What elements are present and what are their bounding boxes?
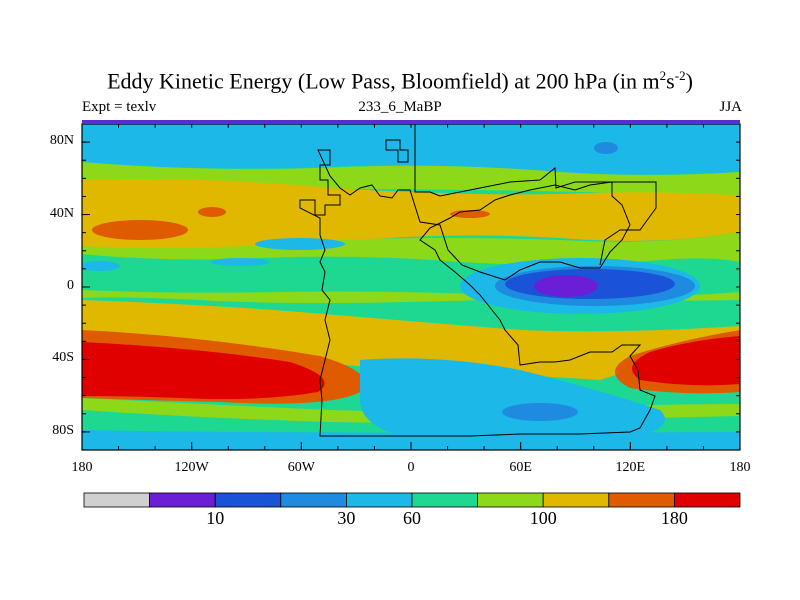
- colorbar-label: 10: [206, 508, 225, 528]
- colorbar-swatch: [674, 492, 741, 508]
- experiment-label: Expt = texlv: [82, 99, 157, 115]
- x-tick-label: 180: [71, 460, 93, 475]
- field-jet-yellow: [82, 179, 740, 251]
- field-south-red-west: [82, 342, 325, 400]
- y-tick-label: 40S: [52, 350, 74, 366]
- colorbar-swatch: [149, 492, 216, 508]
- x-tick-label: 120W: [174, 460, 209, 475]
- center-label: 233_6_MaBP: [358, 99, 442, 115]
- colorbar-swatch: [608, 492, 675, 508]
- colorbar-label: 60: [403, 508, 421, 528]
- colorbar-swatch: [83, 492, 150, 508]
- colorbar-label: 30: [337, 508, 356, 528]
- x-tick-label: 60E: [509, 460, 532, 475]
- field-north-cyan: [82, 124, 740, 175]
- field-north-blue-spot: [594, 142, 618, 154]
- continent-outline: [299, 149, 656, 437]
- season-label: JJA: [719, 99, 742, 115]
- island-outline: [385, 139, 409, 163]
- continent-outline-north: [414, 124, 657, 266]
- x-tick-label: 0: [407, 460, 415, 475]
- field-south-red-east: [632, 336, 740, 386]
- y-tick-label: 80N: [49, 133, 74, 149]
- field-south-blue: [502, 403, 578, 421]
- x-tick-label: 180: [729, 460, 751, 475]
- field-polar-cyan: [82, 430, 740, 450]
- field-orange-patch: [92, 220, 188, 240]
- axis-ticks: [81, 124, 741, 450]
- chart-title: Eddy Kinetic Energy (Low Pass, Bloomfiel…: [107, 68, 693, 94]
- colorbar-label: 100: [529, 508, 557, 528]
- field-cyan-patch: [210, 258, 270, 266]
- contour-field: [82, 124, 740, 450]
- field-south-cyan: [360, 358, 665, 443]
- y-tick-label: 80S: [52, 422, 74, 438]
- field-purple-core: [534, 275, 598, 297]
- field-cyan-patch: [82, 261, 120, 271]
- x-tick-label: 60W: [287, 460, 315, 475]
- y-tick-label: 0: [67, 278, 74, 293]
- colorbar: [83, 492, 741, 508]
- colorbar-swatch: [345, 492, 413, 508]
- colorbar-swatch: [542, 492, 610, 508]
- colorbar-swatch: [280, 492, 347, 508]
- colorbar-label: 180: [660, 508, 688, 528]
- colorbar-swatch: [214, 492, 282, 508]
- top-strip: [82, 120, 740, 124]
- field-south-yellow: [82, 300, 740, 380]
- colorbar-swatch: [411, 492, 478, 508]
- x-tick-label: 120E: [615, 460, 646, 475]
- colorbar-swatch: [477, 492, 544, 508]
- field-orange-patch: [198, 207, 226, 217]
- field-cyan-patch: [255, 238, 345, 250]
- y-tick-label: 40N: [49, 205, 74, 221]
